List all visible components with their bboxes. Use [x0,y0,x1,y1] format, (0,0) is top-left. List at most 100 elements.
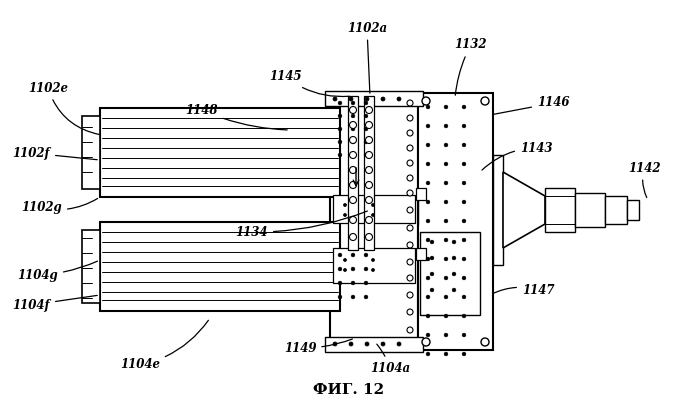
Circle shape [364,281,368,285]
Circle shape [481,97,489,105]
Circle shape [426,295,430,299]
Text: 1143: 1143 [482,141,552,170]
Circle shape [426,105,430,109]
Circle shape [338,101,342,105]
Polygon shape [503,172,545,248]
Text: 1102a: 1102a [347,21,387,93]
Circle shape [397,342,401,346]
Circle shape [407,190,413,196]
Circle shape [407,160,413,166]
Circle shape [364,253,368,257]
Circle shape [426,162,430,166]
Circle shape [333,342,337,346]
Circle shape [371,213,375,217]
Circle shape [407,225,413,231]
Circle shape [430,272,434,276]
Circle shape [366,107,373,114]
Circle shape [366,181,373,189]
Circle shape [426,200,430,204]
Circle shape [397,97,401,101]
Circle shape [365,97,369,101]
Bar [333,195,415,223]
Circle shape [462,181,466,185]
Circle shape [351,253,355,257]
Circle shape [407,100,413,106]
Circle shape [351,295,355,299]
Circle shape [343,204,347,206]
Circle shape [462,219,466,223]
Bar [493,155,503,265]
Circle shape [407,275,413,281]
Circle shape [444,352,448,356]
Circle shape [364,153,368,157]
Text: 1134: 1134 [236,211,368,238]
Circle shape [444,162,448,166]
Bar [605,196,627,224]
Bar [333,248,415,283]
Circle shape [444,181,448,185]
Circle shape [444,276,448,280]
Circle shape [364,101,368,105]
Circle shape [381,97,385,101]
Circle shape [338,153,342,157]
Text: 1142: 1142 [628,162,661,198]
Circle shape [351,127,355,131]
Bar [82,230,100,303]
Circle shape [444,105,448,109]
Circle shape [444,124,448,128]
Circle shape [430,240,434,244]
Circle shape [364,295,368,299]
Circle shape [349,342,353,346]
Circle shape [444,143,448,147]
Circle shape [381,342,385,346]
Circle shape [343,259,347,261]
Circle shape [444,200,448,204]
Text: 1102g: 1102g [21,198,98,215]
Circle shape [462,352,466,356]
Circle shape [364,140,368,144]
Circle shape [452,240,456,244]
Circle shape [462,162,466,166]
Bar [416,248,426,260]
Text: 1148: 1148 [185,103,287,130]
Text: 1147: 1147 [493,284,554,297]
Circle shape [407,242,413,248]
Circle shape [338,281,342,285]
Circle shape [366,196,373,204]
Circle shape [407,115,413,121]
Circle shape [407,292,413,298]
Circle shape [407,130,413,136]
Circle shape [349,97,353,101]
Circle shape [350,217,356,223]
Circle shape [338,267,342,271]
Circle shape [365,342,369,346]
Circle shape [338,253,342,257]
Circle shape [364,267,368,271]
Circle shape [462,105,466,109]
Circle shape [426,238,430,242]
Bar [416,188,426,200]
Circle shape [343,269,347,271]
Circle shape [371,259,375,261]
Circle shape [338,114,342,118]
Text: 1145: 1145 [270,71,350,97]
Circle shape [422,338,430,346]
Circle shape [426,276,430,280]
Circle shape [426,257,430,261]
Circle shape [430,288,434,292]
Bar [418,93,493,350]
Circle shape [350,166,356,173]
Circle shape [426,143,430,147]
Circle shape [338,295,342,299]
Circle shape [452,288,456,292]
Circle shape [351,140,355,144]
Circle shape [426,333,430,337]
Circle shape [351,267,355,271]
Circle shape [366,122,373,128]
Circle shape [350,234,356,240]
Text: 1104g: 1104g [17,261,97,282]
Circle shape [422,97,430,105]
Circle shape [462,238,466,242]
Circle shape [426,352,430,356]
Circle shape [351,101,355,105]
